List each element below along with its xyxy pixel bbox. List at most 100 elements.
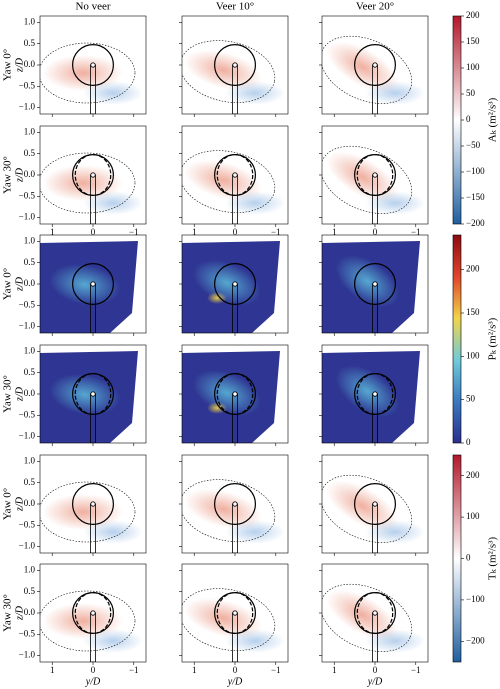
- field-blob: [326, 41, 399, 93]
- panel: [40, 16, 146, 114]
- rotor: [354, 373, 396, 415]
- x-tick-label: 1: [50, 665, 55, 675]
- x-tick-label: −1: [129, 227, 139, 237]
- colorbar-tick-label: 50: [466, 394, 476, 404]
- colorbar: [452, 15, 462, 225]
- field-blob: [49, 263, 121, 306]
- y-tick-label: 0.0: [24, 607, 36, 617]
- y-tick-label: 1.0: [24, 235, 36, 245]
- hub: [90, 281, 96, 287]
- rotor-yawed: [356, 373, 394, 415]
- hub: [232, 172, 238, 178]
- panel: [182, 564, 288, 662]
- y-axis-label: z/D: [14, 167, 25, 183]
- rotor: [214, 483, 256, 525]
- y-tick-label: −1.0: [19, 321, 36, 331]
- field-blob: [326, 480, 399, 532]
- panel: [322, 16, 428, 114]
- y-tick-label: 0.0: [24, 59, 36, 69]
- rotor: [214, 592, 256, 634]
- hub: [232, 501, 238, 507]
- colorbar-label: Tₖ (m²/s³): [487, 537, 499, 581]
- hub: [90, 610, 96, 616]
- y-tick-label: 0.5: [24, 367, 36, 377]
- colorbar-tick-label: 0: [466, 114, 471, 124]
- row-label: Yaw 0°: [2, 268, 14, 300]
- contour: [322, 35, 413, 104]
- colorbar-tick-label: −100: [466, 166, 485, 176]
- field-blob: [365, 520, 425, 544]
- y-tick-label: 0.5: [24, 148, 36, 158]
- rotor: [72, 373, 114, 415]
- rotor: [72, 263, 114, 305]
- y-tick-label: 0.5: [24, 38, 36, 48]
- rotor: [354, 263, 396, 305]
- panel: [40, 235, 146, 333]
- x-axis-label: y/D: [85, 676, 101, 687]
- colorbar-tick-label: 0: [466, 437, 471, 447]
- contour: [40, 42, 136, 104]
- y-tick-label: −1.0: [19, 650, 36, 660]
- y-tick-label: 0.0: [24, 278, 36, 288]
- hub: [232, 610, 238, 616]
- x-tick-label: 0: [373, 665, 378, 675]
- x-tick-label: 1: [50, 227, 55, 237]
- y-tick-label: 0.5: [24, 477, 36, 487]
- row-label: Yaw 30°: [2, 156, 14, 194]
- y-tick-label: 1.0: [24, 16, 36, 26]
- field-blob: [207, 292, 227, 304]
- panel: [322, 126, 428, 224]
- panel: [182, 345, 288, 443]
- column-title: Veer 20°: [356, 1, 394, 13]
- rotor-yawed: [74, 154, 112, 196]
- rotor: [354, 154, 396, 196]
- x-tick-label: 1: [332, 227, 337, 237]
- colorbar-tick-label: 100: [466, 350, 480, 360]
- y-tick-label: 0.5: [24, 257, 36, 267]
- colorbar-tick-label: −200: [466, 635, 485, 645]
- panel: [322, 455, 428, 553]
- field-blob: [225, 191, 285, 215]
- field-blob: [326, 589, 399, 641]
- x-tick-label: 0: [91, 665, 96, 675]
- hub: [232, 62, 238, 68]
- rotor-yawed: [74, 373, 112, 415]
- y-tick-label: −0.5: [19, 519, 36, 529]
- hub: [372, 391, 378, 397]
- x-tick-label: 0: [91, 227, 96, 237]
- x-tick-label: −1: [411, 227, 421, 237]
- y-tick-label: −1.0: [19, 212, 36, 222]
- hub: [372, 172, 378, 178]
- row-label: Yaw 0°: [2, 49, 14, 81]
- y-axis-label: z/D: [14, 605, 25, 621]
- colorbar-tick-label: 150: [466, 36, 480, 46]
- y-tick-label: −1.0: [19, 541, 36, 551]
- colorbar: [452, 234, 462, 444]
- field-blob: [335, 255, 400, 308]
- x-tick-label: 1: [192, 227, 197, 237]
- colorbar-tick-label: 200: [466, 470, 480, 480]
- x-tick-label: 0: [373, 227, 378, 237]
- rotor: [354, 483, 396, 525]
- rotor: [354, 44, 396, 86]
- x-tick-label: −1: [129, 665, 139, 675]
- rotor: [72, 592, 114, 634]
- x-tick-label: −1: [271, 665, 281, 675]
- column-title: Veer 10°: [216, 1, 254, 13]
- y-tick-label: −0.5: [19, 409, 36, 419]
- y-tick-label: −0.5: [19, 628, 36, 638]
- field-blob: [184, 597, 263, 639]
- hub: [372, 610, 378, 616]
- field-blob: [83, 191, 143, 215]
- colorbar-tick-label: 50: [466, 88, 476, 98]
- colorbar-label: Aₖ (m²/s³): [487, 97, 499, 142]
- rotor: [72, 154, 114, 196]
- row-label: Yaw 30°: [2, 375, 14, 413]
- panel: [322, 235, 428, 333]
- y-tick-label: 1.0: [24, 455, 36, 465]
- x-tick-label: −1: [271, 227, 281, 237]
- y-tick-label: 1.0: [24, 345, 36, 355]
- panel: [182, 455, 288, 553]
- hub: [372, 281, 378, 287]
